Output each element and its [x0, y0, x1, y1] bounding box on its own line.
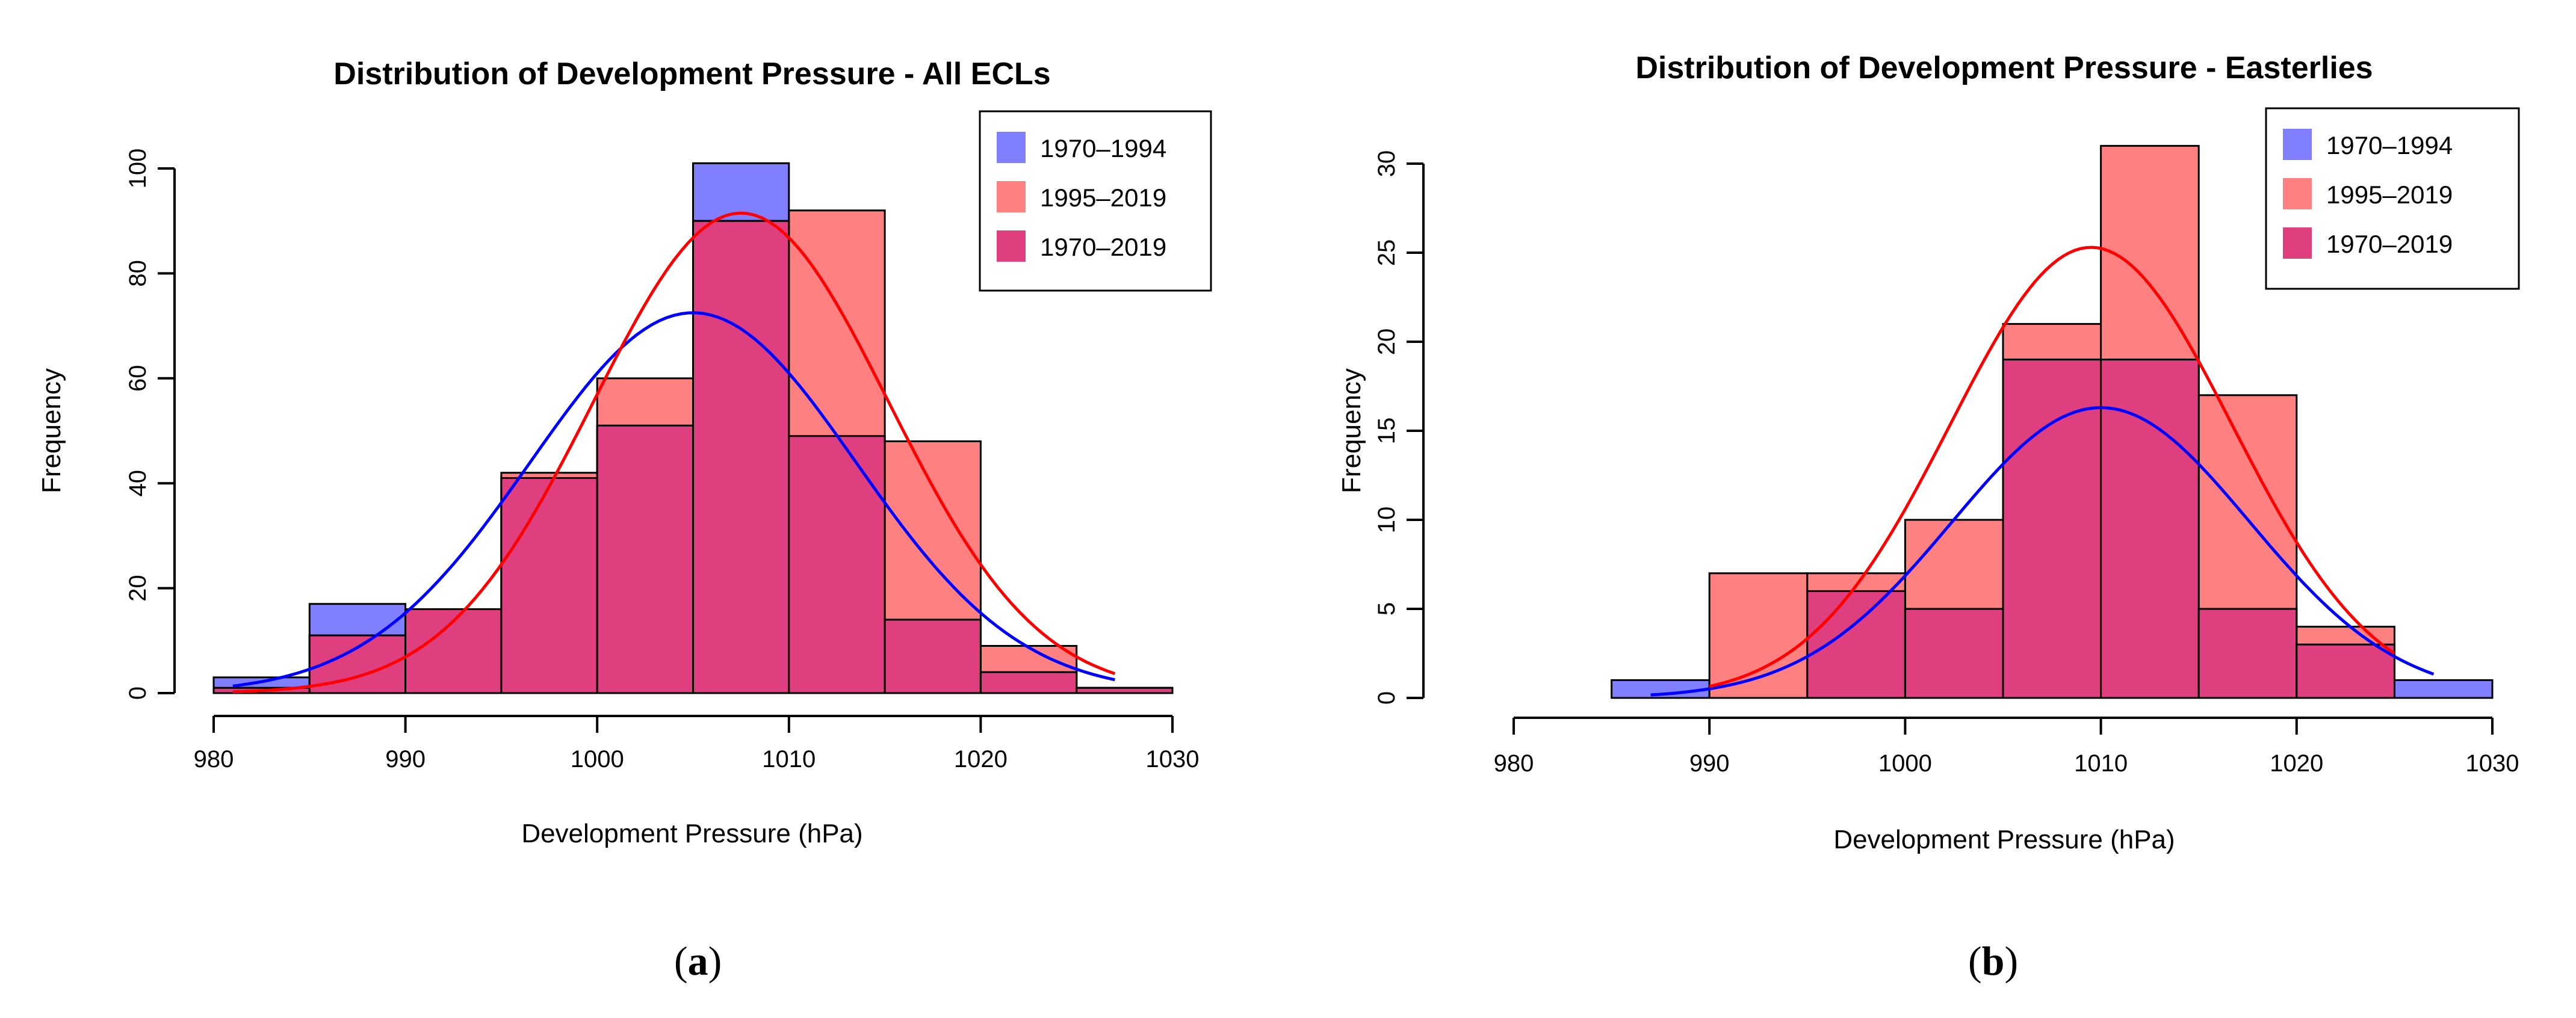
legend-label-2: 1995–2019: [1040, 184, 1166, 212]
panel-caption: (b): [1968, 938, 2018, 984]
bar-overlap-6: [788, 435, 886, 694]
chart-panel-a: Distribution of Development Pressure - A…: [37, 57, 1212, 984]
y-tick-label-1: 5: [1373, 602, 1400, 615]
legend-swatch-1: [2283, 129, 2312, 160]
panel-caption: (a): [674, 938, 722, 984]
y-axis-label: Frequency: [1337, 368, 1366, 493]
x-tick-label-2: 1000: [571, 746, 624, 773]
caption-close-paren: ): [2004, 938, 2018, 984]
y-tick-label-5: 25: [1373, 239, 1400, 267]
legend-swatch-3: [2283, 227, 2312, 259]
x-axis-label: Development Pressure (hPa): [521, 819, 862, 848]
caption-open-paren: (: [674, 938, 688, 984]
caption-close-paren: ): [708, 938, 722, 984]
legend-label-3: 1970–2019: [2326, 230, 2453, 258]
bar-series1-8: [2393, 679, 2494, 699]
legend-swatch-3: [997, 230, 1026, 262]
caption-letter: a: [688, 938, 708, 984]
bar-overlap-5: [2100, 359, 2200, 699]
x-tick-label-0: 980: [194, 746, 234, 773]
bar-series1-0: [1611, 679, 1711, 699]
y-tick-label-1: 20: [125, 575, 151, 602]
y-axis-label: Frequency: [37, 368, 66, 493]
chart-title: Distribution of Development Pressure - E…: [1635, 51, 2373, 85]
y-tick-label-2: 10: [1373, 507, 1400, 534]
legend-swatch-2: [997, 181, 1026, 212]
bar-overlap-7: [2296, 643, 2395, 699]
legend-label-1: 1970–1994: [2326, 131, 2453, 159]
bar-overlap-4: [596, 424, 695, 694]
bar-overlap-3: [1904, 608, 2004, 699]
x-tick-label-5: 1030: [1146, 746, 1200, 773]
y-tick-label-0: 0: [125, 686, 151, 700]
fit-curve-2: [232, 211, 1116, 694]
legend-swatch-1: [997, 132, 1026, 163]
x-tick-label-2: 1000: [1878, 750, 1932, 777]
y-tick-label-6: 30: [1373, 150, 1400, 177]
bar-overlap-6: [2197, 608, 2298, 699]
caption-letter: b: [1982, 938, 2005, 984]
y-tick-label-5: 100: [125, 149, 151, 189]
x-tick-label-1: 990: [1689, 750, 1730, 777]
caption-open-paren: (: [1968, 938, 1982, 984]
legend: 1970–1994 1995–2019 1970–2019: [2265, 107, 2520, 290]
fit-curve-1: [1650, 406, 2435, 697]
bar-overlap-9: [1076, 686, 1174, 694]
x-tick-label-1: 990: [385, 746, 426, 773]
bar-overlap-3: [500, 477, 598, 694]
y-tick-label-3: 15: [1373, 418, 1400, 445]
x-axis-label: Development Pressure (hPa): [1833, 825, 2175, 854]
y-tick-label-0: 0: [1373, 691, 1400, 705]
legend-label-2: 1995–2019: [2326, 180, 2453, 209]
bar-series2-1: [1708, 572, 1809, 699]
legend-label-3: 1970–2019: [1040, 233, 1166, 261]
x-tick-label-3: 1010: [762, 746, 816, 773]
legend-swatch-2: [2283, 178, 2312, 209]
bar-overlap-5: [692, 220, 790, 694]
chart-panel-b: Distribution of Development Pressure - E…: [1337, 51, 2520, 984]
x-tick-label-0: 980: [1494, 750, 1534, 777]
y-tick-label-4: 20: [1373, 329, 1400, 356]
legend-label-1: 1970–1994: [1040, 134, 1166, 162]
fit-curve-2: [1709, 245, 2395, 688]
bar-overlap-7: [884, 619, 982, 694]
y-tick-label-4: 80: [125, 260, 151, 287]
bar-overlap-2: [1806, 590, 1906, 699]
x-tick-label-4: 1020: [954, 746, 1008, 773]
legend: 1970–1994 1995–2019 1970–2019: [979, 110, 1212, 292]
fit-curve-1: [232, 311, 1115, 688]
y-tick-label-3: 60: [125, 365, 151, 392]
y-tick-label-2: 40: [125, 470, 151, 497]
x-tick-label-3: 1010: [2074, 750, 2128, 777]
x-tick-label-4: 1020: [2270, 750, 2323, 777]
chart-title: Distribution of Development Pressure - A…: [333, 57, 1050, 91]
x-tick-label-5: 1030: [2466, 750, 2519, 777]
bar-overlap-8: [979, 671, 1078, 694]
